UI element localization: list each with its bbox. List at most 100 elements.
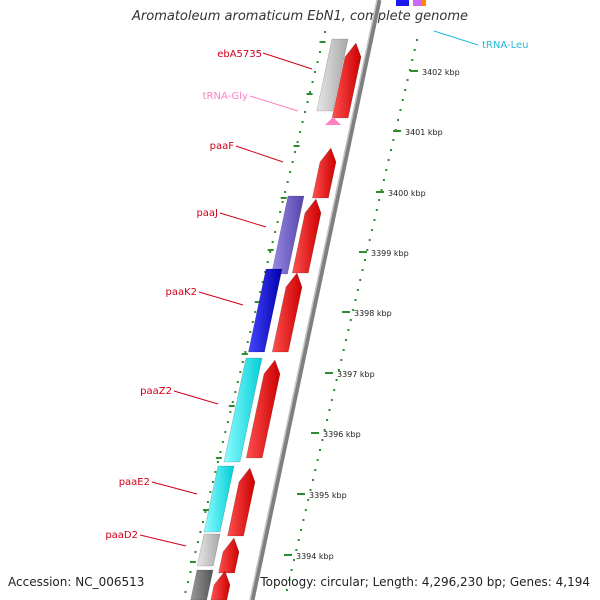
tick-dot xyxy=(378,199,381,201)
tick-dot xyxy=(389,149,392,151)
tick-dot xyxy=(359,279,362,281)
tick-dot xyxy=(330,399,333,401)
gene-label: paaK2 xyxy=(165,287,197,298)
tick-dot xyxy=(274,231,277,233)
tick-dot xyxy=(335,379,338,381)
outer-tick-line xyxy=(285,39,418,591)
tick-dot xyxy=(309,91,312,93)
tick-dot xyxy=(254,311,257,313)
tick-dot xyxy=(316,61,319,63)
tick-dot xyxy=(297,539,300,541)
tick-dot xyxy=(411,59,414,61)
tick-dot xyxy=(309,489,312,491)
tick-dot xyxy=(206,501,209,503)
cds-forward-arrow xyxy=(331,42,362,119)
tick-dot xyxy=(184,591,187,593)
tick-dot xyxy=(189,571,192,573)
gene-paae2-bar xyxy=(203,465,235,533)
tick-dot xyxy=(371,229,374,231)
tick-dot xyxy=(319,449,322,451)
tick-dot xyxy=(261,281,264,283)
tick-dot xyxy=(397,119,400,121)
tick-dot xyxy=(285,589,288,591)
tick-dot xyxy=(363,259,366,261)
tick-dot xyxy=(324,31,326,33)
ruler-tick-label: 3401 kbp xyxy=(405,128,443,137)
gene-paad2-bar xyxy=(196,533,221,567)
tick-dot xyxy=(299,131,302,133)
tick-dot xyxy=(292,559,295,561)
gene-paak2-bar xyxy=(248,268,283,353)
tick-dot xyxy=(236,381,239,383)
cds-forward-arrow xyxy=(271,272,303,353)
tick-dot xyxy=(209,491,212,493)
tick-dot xyxy=(356,289,359,291)
gene-label: paaF xyxy=(210,141,235,152)
tick-dot xyxy=(226,421,229,423)
tick-dot xyxy=(249,331,252,333)
tick-dot xyxy=(304,509,307,511)
tick-dot xyxy=(219,451,222,453)
map-title: Aromatoleum aromaticum EbN1, complete ge… xyxy=(132,9,468,24)
gene-paaj-bar xyxy=(271,195,305,275)
tick-dot xyxy=(306,101,309,103)
tick-dot xyxy=(269,251,272,253)
backbone-highlight xyxy=(249,0,378,600)
tick-dot xyxy=(231,401,234,403)
cds-forward-arrow xyxy=(245,359,281,459)
tick-dot xyxy=(314,469,317,471)
gene-label: paaJ xyxy=(196,208,218,219)
cds-forward-arrow xyxy=(227,467,256,537)
ruler-tick-label: 3394 kbp xyxy=(296,552,334,561)
ruler-tick-label: 3397 kbp xyxy=(337,370,375,379)
tick-dot xyxy=(281,201,284,203)
tick-dot xyxy=(204,511,207,513)
backbone-line xyxy=(249,0,382,600)
tick-dot xyxy=(323,429,326,431)
tick-dot xyxy=(366,249,369,251)
tick-dot xyxy=(345,339,348,341)
tick-dot xyxy=(276,221,279,223)
tick-dot xyxy=(266,261,269,263)
tick-dot xyxy=(301,121,304,123)
label-leader-line xyxy=(173,390,219,405)
tick-dot xyxy=(373,219,376,221)
tick-dot xyxy=(194,551,197,553)
tick-dot xyxy=(296,141,299,143)
tick-dot xyxy=(234,391,237,393)
tick-dot xyxy=(328,409,331,411)
cds-forward-arrow xyxy=(291,198,322,274)
gene-top-orange xyxy=(422,0,426,6)
inner-tick-line xyxy=(184,31,326,593)
tick-dot xyxy=(259,291,262,293)
gene-dark-bar xyxy=(190,569,214,600)
tick-dot xyxy=(186,581,189,583)
tick-dot xyxy=(224,431,227,433)
tick-dot xyxy=(349,319,352,321)
ruler-tick-label: 3395 kbp xyxy=(309,491,347,500)
tick-dot xyxy=(392,139,395,141)
tick-dot xyxy=(295,549,298,551)
gene-label: paaZ2 xyxy=(140,386,172,397)
tick-dot xyxy=(333,389,336,391)
ruler-tick-label: 3398 kbp xyxy=(354,309,392,318)
tick-dot xyxy=(380,189,383,191)
gene-top-purple xyxy=(413,0,423,6)
tick-dot xyxy=(375,209,378,211)
tick-dot xyxy=(408,69,411,71)
tick-dot xyxy=(314,71,317,73)
tick-dot xyxy=(319,51,322,53)
label-leader-line xyxy=(151,481,198,495)
gene-label: tRNA-Leu xyxy=(482,40,528,51)
label-leader-line xyxy=(249,95,299,112)
tick-dot xyxy=(229,411,232,413)
tick-dot xyxy=(316,459,319,461)
tick-dot xyxy=(290,569,293,571)
tick-dot xyxy=(201,521,204,523)
label-leader-line xyxy=(219,212,267,228)
tick-dot xyxy=(286,181,289,183)
tick-dot xyxy=(387,159,390,161)
label-leader-line xyxy=(198,291,244,306)
ruler-tick-label: 3399 kbp xyxy=(371,249,409,258)
tick-dot xyxy=(399,109,402,111)
